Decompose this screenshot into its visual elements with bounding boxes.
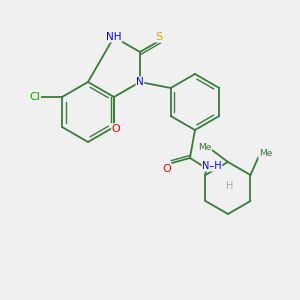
Text: Cl: Cl [30,92,40,102]
Text: NH: NH [106,32,122,42]
Text: N–H: N–H [202,161,222,171]
Text: Me: Me [198,142,212,152]
Text: Me: Me [259,149,272,158]
Text: O: O [163,164,171,174]
Text: O: O [112,124,120,134]
Text: N: N [136,77,144,87]
Text: S: S [155,32,163,42]
Text: H: H [226,181,234,191]
